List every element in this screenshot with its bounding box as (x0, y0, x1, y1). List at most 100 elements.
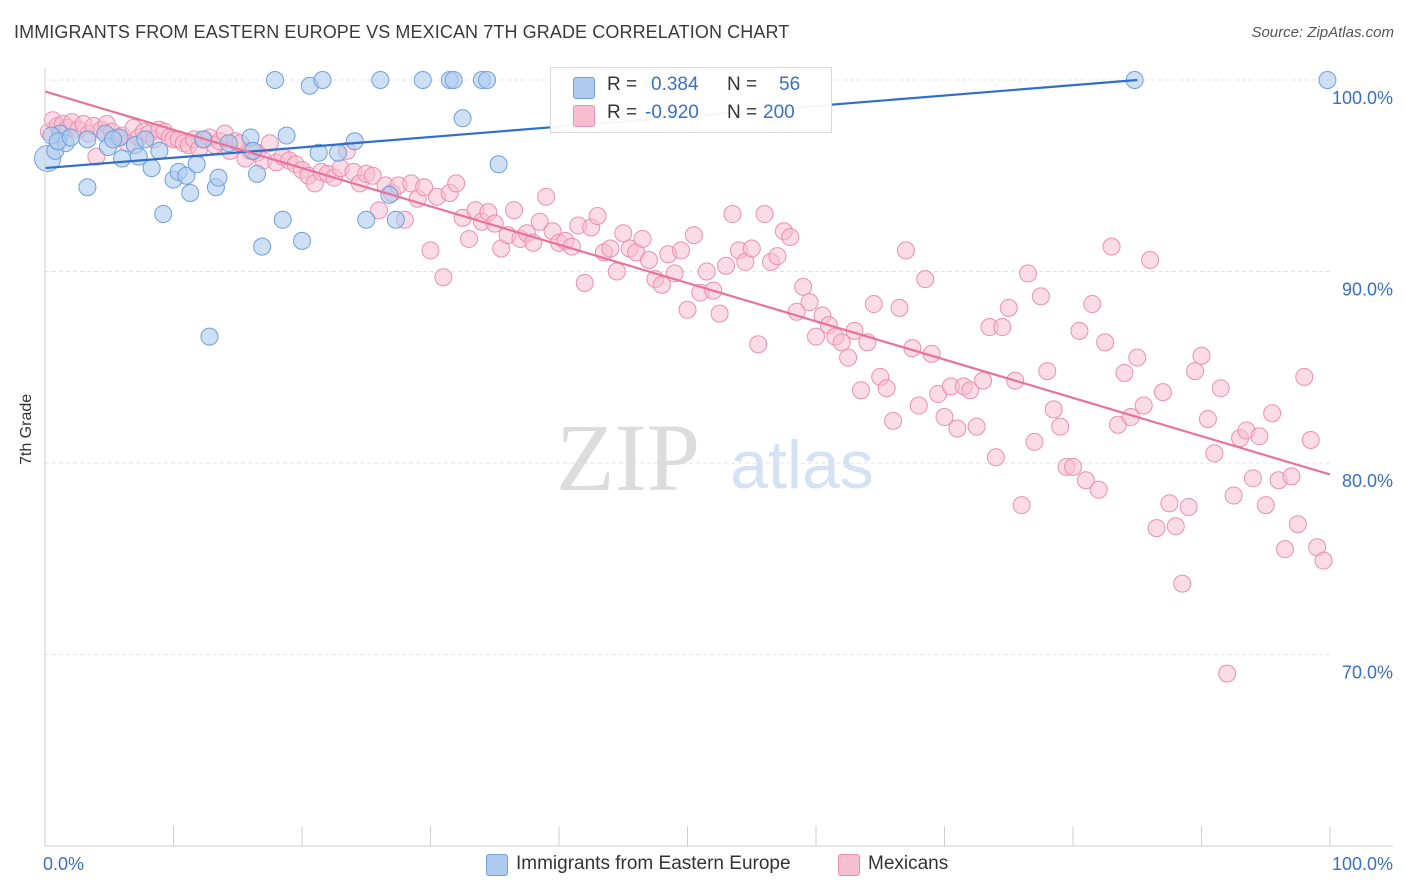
stats-legend: R = 0.384 N = 56 R = -0.920 N = 200 (550, 67, 832, 133)
data-point-mexicans (1198, 409, 1217, 428)
legend-swatch-pink (838, 854, 860, 876)
data-point-eastern-europe (313, 71, 332, 89)
data-point-eastern-europe (345, 132, 364, 151)
series-eastern-europe (34, 71, 1337, 346)
data-point-mexicans (1301, 431, 1320, 450)
y-axis-label: 7th Grade (18, 393, 35, 465)
data-point-mexicans (768, 247, 787, 266)
data-point-mexicans (1153, 383, 1172, 402)
data-point-mexicans (839, 348, 858, 367)
watermark: ZIP atlas (556, 404, 874, 511)
data-point-mexicans (1192, 346, 1211, 365)
data-point-eastern-europe (150, 141, 169, 160)
data-point-mexicans (1070, 321, 1089, 340)
data-point-mexicans (710, 304, 729, 323)
data-point-mexicans (935, 408, 954, 427)
data-point-eastern-europe (253, 237, 272, 256)
gridlines (45, 79, 1330, 655)
data-point-mexicans (948, 419, 967, 438)
data-point-mexicans (1038, 362, 1057, 381)
y-tick-label: 100.0% (1332, 88, 1393, 108)
n-label: N = (727, 74, 758, 95)
data-point-mexicans (607, 262, 626, 281)
data-point-mexicans (1044, 400, 1063, 419)
x-tick-label: 100.0% (1332, 854, 1393, 874)
data-point-mexicans (1166, 517, 1185, 536)
data-point-eastern-europe (209, 168, 228, 187)
y-tick-label: 70.0% (1342, 663, 1393, 683)
n-value: 56 (779, 74, 801, 95)
data-point-eastern-europe (104, 130, 123, 149)
r-label: R = (607, 74, 638, 95)
chart-source: Source: ZipAtlas.com (1251, 24, 1394, 41)
data-point-mexicans (1031, 287, 1050, 306)
data-point-mexicans (1288, 515, 1307, 534)
chart-title: IMMIGRANTS FROM EASTERN EUROPE VS MEXICA… (14, 22, 790, 42)
data-point-mexicans (633, 229, 652, 248)
watermark-zip: ZIP (556, 404, 700, 511)
r-value: 0.384 (651, 74, 699, 95)
data-point-eastern-europe (371, 71, 390, 89)
data-point-mexicans (415, 178, 434, 197)
data-point-eastern-europe (489, 155, 508, 174)
data-point-mexicans (1089, 480, 1108, 499)
data-point-eastern-europe (453, 109, 472, 128)
data-point-eastern-europe (78, 130, 97, 149)
data-point-eastern-europe (328, 143, 347, 162)
data-point-mexicans (1019, 264, 1038, 283)
data-point-mexicans (260, 134, 279, 153)
series-mexicans (39, 111, 1333, 683)
data-point-mexicans (1263, 404, 1282, 423)
data-point-eastern-europe (293, 231, 311, 250)
data-point-mexicans (601, 239, 620, 258)
data-point-mexicans (1025, 432, 1044, 451)
legend-swatch-blue (573, 77, 595, 99)
data-point-mexicans (447, 174, 466, 193)
y-tick-label: 80.0% (1342, 471, 1393, 491)
data-point-eastern-europe (187, 155, 206, 174)
data-point-mexicans (781, 228, 800, 247)
data-point-mexicans (363, 166, 382, 185)
data-point-mexicans (1295, 367, 1314, 386)
data-point-mexicans (684, 226, 703, 245)
data-point-mexicans (1115, 363, 1134, 382)
axes: 100.0% 90.0% 80.0% 70.0% 0.0% 100.0% (43, 68, 1393, 874)
data-point-mexicans (370, 201, 389, 220)
data-point-mexicans (1083, 295, 1102, 314)
data-point-eastern-europe (248, 164, 267, 183)
data-point-mexicans (800, 293, 819, 312)
data-point-mexicans (974, 371, 993, 390)
data-point-mexicans (1276, 540, 1295, 559)
data-point-mexicans (832, 333, 851, 352)
data-point-mexicans (1076, 471, 1095, 490)
data-point-mexicans (1250, 427, 1269, 446)
data-point-mexicans (1224, 486, 1243, 505)
data-point-mexicans (1051, 417, 1070, 436)
data-point-eastern-europe (478, 71, 497, 89)
data-point-mexicans (864, 295, 883, 314)
data-point-mexicans (916, 270, 935, 289)
x-tick-label: 0.0% (43, 854, 84, 874)
data-point-eastern-europe (277, 126, 296, 145)
legend-label: Mexicans (868, 853, 949, 874)
data-point-mexicans (1064, 457, 1082, 476)
data-point-mexicans (697, 262, 716, 281)
series-legend: Immigrants from Eastern Europe Mexicans (0, 852, 1406, 878)
data-point-eastern-europe (136, 130, 155, 149)
data-point-mexicans (909, 396, 928, 415)
data-point-eastern-europe (413, 71, 432, 89)
r-value: -0.920 (645, 102, 699, 123)
data-point-mexicans (755, 205, 774, 224)
data-point-eastern-europe (177, 166, 196, 185)
data-point-mexicans (807, 327, 825, 346)
data-point-mexicans (1128, 348, 1147, 367)
data-point-mexicans (1102, 237, 1121, 256)
data-point-mexicans (794, 277, 813, 296)
data-point-mexicans (1186, 362, 1205, 381)
data-point-eastern-europe (1318, 71, 1337, 89)
data-point-mexicans (678, 300, 697, 319)
data-point-mexicans (896, 241, 915, 260)
watermark-atlas: atlas (730, 427, 874, 503)
data-point-mexicans (723, 205, 742, 224)
